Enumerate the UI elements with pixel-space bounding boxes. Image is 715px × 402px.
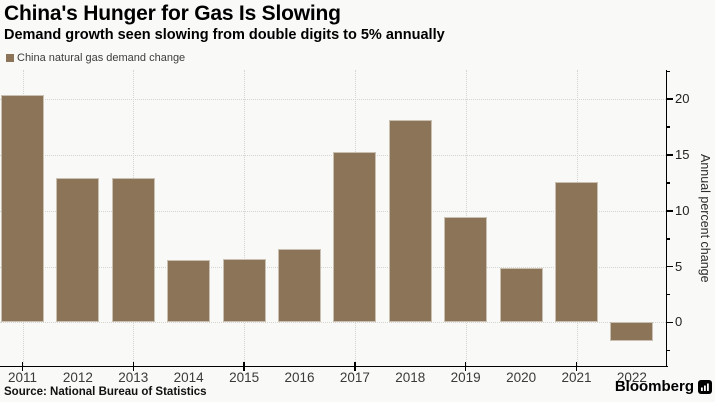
legend: China natural gas demand change (6, 52, 185, 64)
x-axis-label-2012: 2012 (62, 369, 93, 385)
bar-2017 (333, 151, 377, 323)
y-tick-label-5: 5 (675, 258, 683, 274)
y-axis-line (665, 70, 667, 367)
bar-2021 (555, 181, 598, 323)
x-tick-2011 (21, 361, 24, 371)
x-axis-label-2017: 2017 (339, 369, 370, 385)
h-gridline-5 (0, 266, 666, 268)
h-gridline-0 (0, 322, 666, 324)
y-minor-tick (666, 182, 670, 184)
x-tick-2021 (575, 361, 578, 371)
y-tick-0 (666, 321, 673, 324)
bar-2011 (1, 94, 44, 323)
x-axis-label-2014: 2014 (173, 369, 204, 385)
y-minor-tick (666, 349, 670, 352)
bloomberg-wordmark: Bloomberg (614, 378, 694, 395)
y-tick-10 (666, 210, 673, 212)
bar-2019 (444, 217, 488, 323)
legend-swatch (6, 54, 14, 62)
bar-2013 (111, 178, 155, 323)
y-minor-tick (666, 238, 670, 240)
bar-2018 (388, 120, 432, 323)
y-tick-label-15: 15 (675, 146, 690, 162)
h-gridline-20 (0, 99, 666, 101)
x-axis-label-2019: 2019 (450, 369, 481, 385)
h-gridline-15 (0, 154, 666, 156)
y-minor-tick (666, 70, 670, 73)
x-axis-label-2020: 2020 (506, 369, 537, 385)
bar-2012 (56, 178, 100, 323)
x-tick-2015 (243, 361, 245, 371)
source-text: Source: National Bureau of Statistics (4, 386, 207, 398)
y-axis-title: Annual percent change (698, 153, 712, 283)
bar-2015 (222, 258, 266, 323)
bar-2014 (167, 259, 211, 323)
x-tick-2013 (132, 361, 135, 371)
x-tick-2019 (464, 361, 467, 371)
y-minor-tick (666, 126, 670, 128)
y-tick-5 (666, 265, 673, 268)
chart-title: China's Hunger for Gas Is Slowing (4, 2, 341, 25)
y-tick-label-10: 10 (675, 202, 690, 218)
bloomberg-terminal-icon (698, 379, 712, 394)
x-axis-label-2022: 2022 (616, 369, 647, 385)
bar-2016 (278, 248, 321, 323)
v-gridline-2015 (244, 70, 246, 366)
x-axis-label-2016: 2016 (284, 369, 315, 385)
x-axis-label-2021: 2021 (561, 369, 592, 385)
x-axis-label-2015: 2015 (229, 369, 260, 385)
y-minor-tick (666, 293, 670, 296)
x-tick-2017 (354, 361, 356, 371)
y-tick-label-0: 0 (675, 314, 683, 330)
bloomberg-brand: Bloomberg (615, 378, 712, 395)
x-axis-label-2013: 2013 (118, 369, 149, 385)
y-tick-15 (666, 154, 673, 156)
x-axis-line (0, 365, 668, 367)
bar-2020 (499, 267, 543, 323)
y-tick-20 (666, 98, 673, 100)
x-axis-label-2011: 2011 (7, 369, 38, 385)
h-gridline-10 (0, 210, 666, 212)
chart-subtitle: Demand growth seen slowing from double d… (4, 27, 445, 43)
y-tick-label-20: 20 (675, 91, 690, 107)
bar-2022 (610, 322, 654, 342)
legend-label: China natural gas demand change (17, 52, 186, 64)
x-axis-label-2018: 2018 (395, 369, 426, 385)
